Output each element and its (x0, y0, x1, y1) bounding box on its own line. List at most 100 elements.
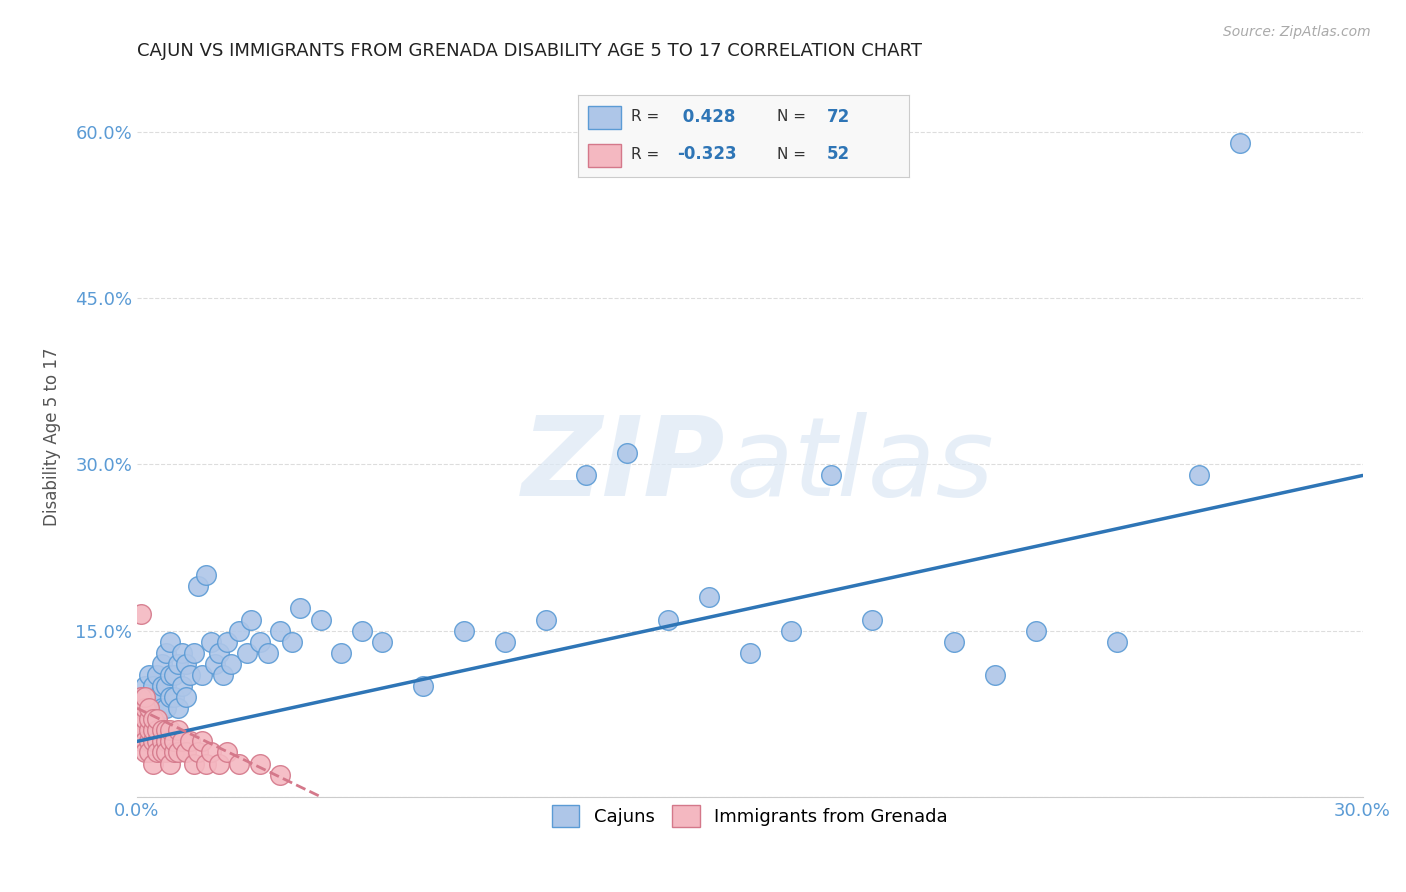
Point (134, 723, 156, 738)
Point (779, 624, 801, 638)
Point (146, 746, 169, 760)
Point (159, 734, 181, 748)
Point (163, 690, 186, 704)
Point (170, 646, 193, 660)
Point (281, 634, 304, 648)
Point (142, 701, 165, 715)
Point (155, 646, 177, 660)
Point (191, 734, 214, 748)
Point (159, 668, 181, 682)
Text: atlas: atlas (725, 412, 994, 519)
Text: CAJUN VS IMMIGRANTS FROM GRENADA DISABILITY AGE 5 TO 17 CORRELATION CHART: CAJUN VS IMMIGRANTS FROM GRENADA DISABIL… (136, 42, 922, 60)
Point (187, 579, 209, 593)
Point (350, 624, 373, 638)
Point (179, 734, 201, 748)
Point (269, 767, 291, 781)
Point (142, 712, 165, 726)
Text: Source: ZipAtlas.com: Source: ZipAtlas.com (1223, 25, 1371, 39)
Point (191, 668, 214, 682)
Point (657, 613, 679, 627)
Point (134, 746, 156, 760)
Point (134, 701, 156, 715)
Point (166, 657, 188, 671)
Point (269, 624, 291, 638)
Point (129, 607, 152, 621)
Point (166, 723, 188, 738)
Point (309, 613, 332, 627)
Point (150, 701, 173, 715)
Point (219, 657, 242, 671)
Point (146, 712, 169, 726)
Point (208, 646, 231, 660)
Point (174, 690, 197, 704)
Point (1229, 136, 1251, 150)
Point (134, 690, 156, 704)
Point (155, 734, 177, 748)
Point (150, 734, 173, 748)
Point (129, 712, 152, 726)
Point (240, 613, 263, 627)
Point (142, 723, 165, 738)
Point (150, 679, 173, 693)
Point (138, 712, 160, 726)
Point (134, 679, 156, 693)
Point (146, 668, 169, 682)
Point (984, 668, 1007, 682)
Point (129, 701, 152, 715)
Point (534, 613, 557, 627)
Point (174, 657, 197, 671)
Point (575, 468, 598, 483)
Point (820, 468, 842, 483)
Point (138, 712, 160, 726)
Point (166, 701, 188, 715)
Point (159, 690, 181, 704)
Point (616, 446, 638, 460)
Point (134, 701, 156, 715)
Point (163, 746, 186, 760)
Point (142, 712, 165, 726)
Point (697, 591, 720, 605)
Point (228, 624, 250, 638)
Point (1107, 634, 1129, 648)
Point (125, 723, 148, 738)
Point (138, 723, 160, 738)
Point (159, 756, 181, 771)
Point (1188, 468, 1211, 483)
Point (208, 756, 231, 771)
Point (290, 601, 312, 615)
Point (129, 690, 152, 704)
Point (155, 746, 177, 760)
Point (146, 690, 169, 704)
Point (371, 634, 394, 648)
Point (142, 756, 165, 771)
Point (138, 701, 160, 715)
Point (142, 734, 165, 748)
Point (138, 690, 160, 704)
Point (183, 646, 205, 660)
Point (412, 679, 434, 693)
Point (215, 634, 238, 648)
Point (330, 646, 353, 660)
Point (183, 756, 205, 771)
Point (494, 634, 516, 648)
Point (170, 679, 193, 693)
Point (159, 634, 181, 648)
Text: ZIP: ZIP (522, 412, 725, 519)
Point (159, 723, 181, 738)
Point (187, 746, 209, 760)
Point (146, 712, 169, 726)
Point (249, 634, 271, 648)
Point (195, 568, 218, 582)
Y-axis label: Disability Age 5 to 17: Disability Age 5 to 17 (44, 348, 60, 526)
Point (453, 624, 475, 638)
Point (129, 690, 152, 704)
Point (155, 723, 177, 738)
Point (134, 734, 156, 748)
Point (174, 746, 197, 760)
Point (256, 646, 278, 660)
Legend: Cajuns, Immigrants from Grenada: Cajuns, Immigrants from Grenada (544, 798, 955, 835)
Point (150, 746, 173, 760)
Point (166, 746, 188, 760)
Point (215, 746, 238, 760)
Point (943, 634, 966, 648)
